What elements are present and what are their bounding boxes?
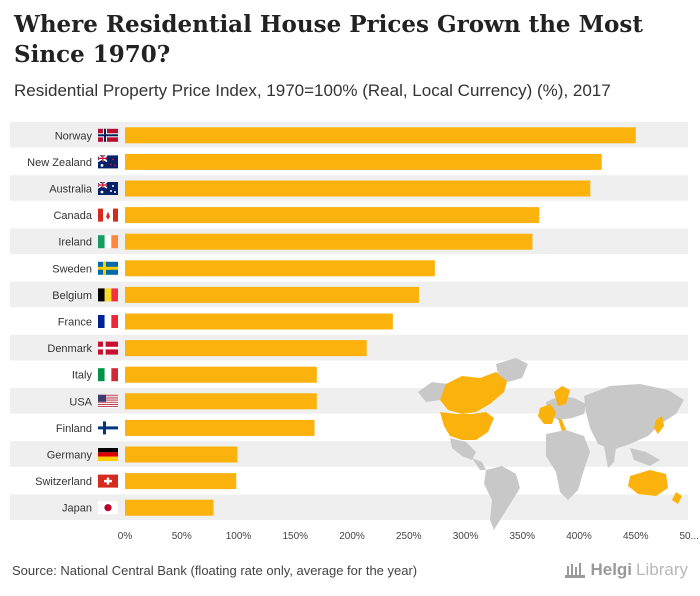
germany-flag	[98, 448, 118, 461]
chart-subtitle: Residential Property Price Index, 1970=1…	[14, 81, 611, 100]
category-label: USA	[69, 396, 92, 408]
bars	[125, 127, 636, 516]
x-tick-label: 50...	[680, 531, 699, 542]
new-zealand-flag	[97, 154, 118, 169]
category-label: Australia	[49, 184, 93, 196]
norway-flag	[98, 128, 118, 142]
usa-flag	[98, 394, 118, 408]
category-label: France	[58, 317, 92, 329]
bar-new-zealand	[125, 153, 602, 170]
category-label: Italy	[72, 370, 93, 382]
category-label: Ireland	[58, 237, 92, 249]
france-flag	[98, 315, 118, 328]
x-axis-ticks: 0% 50% 100% 150% 200% 250% 300% 350% 400% 450% 50.…	[118, 531, 699, 542]
map-greenland	[496, 358, 528, 382]
category-label: Denmark	[47, 343, 92, 355]
x-tick-label: 400%	[566, 531, 592, 542]
ireland-flag	[98, 235, 118, 249]
map-southeast-asia	[630, 448, 660, 466]
belgium-flag	[98, 288, 118, 302]
sweden-flag	[98, 261, 118, 275]
map-europe	[546, 396, 586, 420]
bar-france	[125, 313, 393, 330]
map-central-america	[472, 458, 486, 470]
bar-ireland	[125, 233, 533, 250]
category-label: Canada	[53, 210, 92, 222]
x-tick-label: 350%	[509, 531, 535, 542]
x-tick-label: 250%	[396, 531, 422, 542]
category-label: Norway	[55, 130, 93, 142]
bar-germany	[125, 446, 238, 463]
bar-japan	[125, 499, 214, 516]
map-japan	[654, 416, 664, 434]
category-label: Belgium	[52, 290, 92, 302]
category-label: New Zealand	[27, 157, 92, 169]
row-bands	[10, 122, 688, 520]
x-tick-label: 50%	[172, 531, 192, 542]
japan-flag	[98, 501, 118, 515]
x-tick-label: 0%	[118, 531, 133, 542]
map-new-zealand	[672, 492, 682, 504]
flags	[97, 128, 118, 515]
bar-sweden	[125, 260, 435, 277]
brand-suffix: Library	[636, 560, 688, 579]
x-tick-label: 450%	[623, 531, 649, 542]
bar-switzerland	[125, 473, 237, 490]
x-tick-label: 200%	[339, 531, 365, 542]
bar-denmark	[125, 340, 367, 357]
row-band	[10, 494, 688, 520]
category-label: Sweden	[52, 263, 92, 275]
italy-flag	[98, 368, 118, 382]
map-asia	[584, 384, 684, 450]
chart-title: Where Residential House Prices Grown the…	[14, 11, 643, 68]
bar-canada	[125, 207, 540, 224]
brand-logo: Helgi Library	[564, 560, 688, 580]
map-italy	[558, 418, 566, 432]
category-label: Switzerland	[35, 476, 92, 488]
denmark-flag	[98, 341, 118, 355]
source-note: Source: National Central Bank (floating …	[12, 563, 418, 578]
map-western-europe	[538, 404, 556, 424]
bar-usa	[125, 393, 317, 410]
bar-australia	[125, 180, 591, 197]
category-label: Finland	[56, 423, 92, 435]
map-scandinavia	[554, 386, 570, 406]
map-india	[604, 446, 616, 468]
switzerland-flag	[98, 474, 118, 488]
bar-finland	[125, 419, 315, 436]
bar-italy	[125, 366, 317, 383]
world-map	[418, 358, 684, 530]
map-usa	[440, 412, 494, 440]
australia-flag	[97, 181, 118, 195]
map-canada	[440, 372, 508, 414]
bar-norway	[125, 127, 636, 144]
map-mexico	[450, 438, 476, 460]
map-australia	[628, 470, 668, 496]
bar-belgium	[125, 286, 419, 303]
map-south-america	[484, 466, 520, 530]
canada-flag	[98, 208, 118, 222]
brand-name: Helgi	[590, 560, 633, 579]
map-africa	[546, 430, 590, 500]
x-tick-label: 150%	[282, 531, 308, 542]
finland-flag	[98, 421, 118, 435]
library-icon	[565, 563, 586, 578]
category-label: Germany	[47, 450, 93, 462]
category-label: Japan	[62, 503, 92, 515]
x-tick-label: 300%	[453, 531, 479, 542]
x-tick-label: 100%	[226, 531, 252, 542]
category-labels: Norway New Zealand Australia Canada Ireland S…	[27, 130, 93, 514]
